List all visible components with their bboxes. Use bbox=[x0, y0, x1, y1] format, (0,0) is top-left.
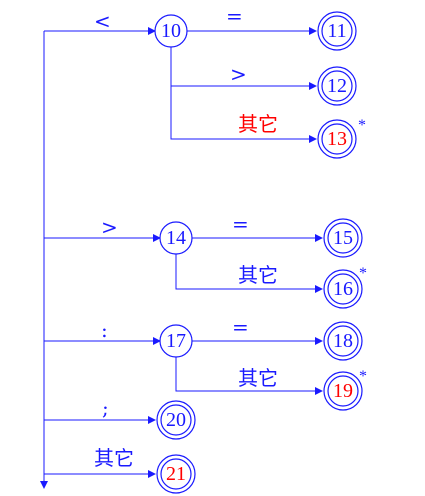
node-15-label: 15 bbox=[333, 227, 353, 249]
node-14-label: 14 bbox=[166, 227, 186, 249]
edge-label-to-20: ; bbox=[102, 396, 109, 420]
node-18-label: 18 bbox=[333, 330, 353, 352]
edge-label-14-15: = bbox=[232, 212, 249, 236]
node-19-label: 19 bbox=[333, 380, 353, 402]
edge-10-13 bbox=[170, 86, 317, 143]
edge-label-17-19: 其它 bbox=[238, 366, 278, 390]
node-18: 18 bbox=[323, 321, 363, 361]
star-mark-19: * bbox=[359, 368, 367, 385]
edge-label-to-17: : bbox=[101, 318, 108, 342]
node-16: 16 bbox=[323, 269, 363, 309]
node-14: 14 bbox=[159, 221, 193, 255]
node-15: 15 bbox=[323, 218, 363, 258]
node-20-label: 20 bbox=[166, 409, 186, 431]
node-19: 19 bbox=[323, 371, 363, 411]
node-16-label: 16 bbox=[333, 278, 353, 300]
node-21: 21 bbox=[156, 454, 196, 494]
node-12: 12 bbox=[317, 66, 357, 106]
node-10-label: 10 bbox=[161, 20, 181, 42]
node-20: 20 bbox=[156, 400, 196, 440]
node-21-label: 21 bbox=[166, 463, 186, 485]
star-mark-13: * bbox=[358, 117, 366, 134]
edge-label-10-11: = bbox=[226, 4, 243, 28]
star-mark-16: * bbox=[359, 265, 367, 282]
edge-14-16 bbox=[175, 254, 323, 293]
edge-label-14-16: 其它 bbox=[238, 263, 278, 287]
node-11: 11 bbox=[317, 11, 357, 51]
node-17: 17 bbox=[159, 324, 193, 358]
node-13-label: 13 bbox=[327, 128, 347, 150]
edge-label-to-21: 其它 bbox=[94, 446, 134, 470]
edge-label-to-10: < bbox=[94, 9, 111, 33]
node-10: 10 bbox=[154, 14, 188, 48]
edge-label-to-14: > bbox=[101, 215, 118, 239]
edge-label-10-13: 其它 bbox=[238, 112, 278, 136]
edge-label-17-18: = bbox=[232, 315, 249, 339]
edge-17-19 bbox=[175, 357, 323, 395]
node-12-label: 12 bbox=[327, 75, 347, 97]
edge-label-10-12: > bbox=[230, 62, 247, 86]
node-17-label: 17 bbox=[166, 330, 186, 352]
node-13: 13 bbox=[317, 119, 357, 159]
node-11-label: 11 bbox=[327, 20, 346, 42]
